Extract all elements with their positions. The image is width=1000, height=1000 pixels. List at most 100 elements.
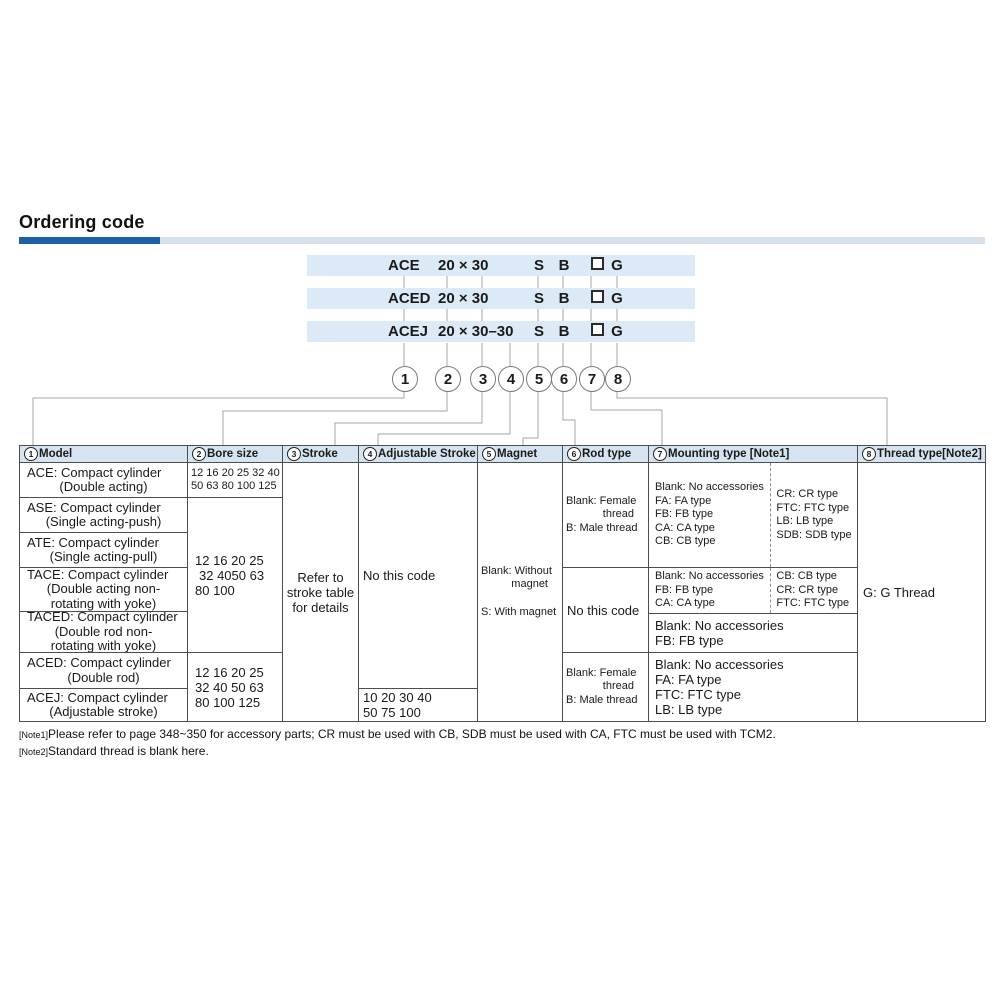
header-label: Adjustable Stroke — [378, 448, 476, 460]
mounting-option: CB: CB type — [776, 570, 837, 583]
circled-digit-icon: 7 — [653, 447, 667, 461]
model-name: TACED: Compact cylinder — [27, 612, 178, 625]
header-label: Thread type[Note2] — [877, 448, 982, 460]
header-label: Stroke — [302, 448, 338, 460]
code-model: ACEJ — [388, 323, 429, 340]
code-thread: G — [611, 257, 623, 274]
header-rod-type: 6 Rod type — [563, 446, 649, 463]
bore-values: 12 16 20 25 32 40 — [191, 466, 280, 479]
title-underline-rule — [160, 237, 985, 244]
mounting-options-right: CR: CR type FTC: FTC type LB: LB type SD… — [770, 463, 857, 567]
header-label: Mounting type [Note1] — [668, 448, 790, 460]
mounting-option: FTC: FTC type — [655, 687, 741, 702]
mounting-option: FTC: FTC type — [776, 501, 850, 514]
position-circle-3: 3 — [470, 366, 496, 392]
note-1: [Note1]Please refer to page 348~350 for … — [19, 727, 776, 741]
circled-digit-icon: 1 — [24, 447, 38, 461]
header-adjustable-stroke: 4 Adjustable Stroke — [359, 446, 478, 463]
position-circle-6: 6 — [551, 366, 577, 392]
mounting-option: FB: FB type — [655, 508, 714, 521]
placeholder-box-icon — [591, 257, 604, 270]
title-underline-accent — [19, 237, 160, 244]
header-model: 1 Model — [20, 446, 188, 463]
bore-values: 32 4050 63 — [199, 567, 265, 583]
note-2: [Note2]Standard thread is blank here. — [19, 744, 209, 758]
mounting-option: FA: FA type — [655, 672, 722, 687]
model-subtype: (Double rod non- — [54, 623, 153, 639]
mounting-option: CR: CR type — [776, 583, 839, 596]
bore-cell-ace: 12 16 20 25 32 40 50 63 80 100 125 — [188, 463, 283, 498]
position-circle-2: 2 — [435, 366, 461, 392]
model-subtype: rotating with yoke) — [50, 638, 157, 653]
magnet-cell: Blank: Without magnet S: With magnet — [478, 463, 563, 721]
page-title: Ordering code — [19, 212, 145, 232]
header-mounting-type: 7 Mounting type [Note1] — [649, 446, 858, 463]
mounting-cell-a: Blank: No accessories FA: FA type FB: FB… — [649, 463, 858, 568]
adjustable-values: 10 20 30 40 — [363, 690, 432, 705]
adjustable-stroke-text: No this code — [363, 568, 436, 583]
stroke-text: for details — [292, 599, 349, 615]
note-label: [Note2] — [19, 747, 49, 757]
stroke-cell: Refer to stroke table for details — [283, 463, 359, 721]
header-stroke: 3 Stroke — [283, 446, 359, 463]
adjustable-stroke-acej-cell: 10 20 30 40 50 75 100 — [359, 689, 478, 721]
position-circle-8: 8 — [605, 366, 631, 392]
model-cell-ate: ATE: Compact cylinder (Single acting-pul… — [20, 533, 188, 568]
adjustable-stroke-cell: No this code — [359, 463, 478, 689]
mounting-option: CB: CB type — [655, 535, 716, 548]
rod-option: B: Male thread — [566, 693, 638, 706]
circled-digit-icon: 6 — [567, 447, 581, 461]
code-bar-aced: ACED 20 × 30 S B G — [307, 288, 695, 309]
header-label: Model — [39, 448, 73, 460]
code-rod: B — [558, 257, 570, 274]
model-name: ATE: Compact cylinder — [27, 534, 159, 550]
header-label: Bore size — [207, 448, 259, 460]
mounting-option: Blank: No accessories — [655, 481, 764, 494]
mounting-option: CA: CA type — [655, 597, 715, 610]
thread-type-cell: G: G Thread — [858, 463, 985, 721]
bore-values: 50 63 80 100 125 — [191, 480, 277, 492]
placeholder-box-icon — [591, 290, 604, 303]
note-text: Standard thread is blank here. — [48, 744, 209, 758]
model-cell-tace: TACE: Compact cylinder (Double acting no… — [20, 568, 188, 612]
position-circle-7: 7 — [579, 366, 605, 392]
code-magnet: S — [533, 323, 544, 340]
mounting-option: LB: LB type — [655, 702, 723, 717]
model-cell-aced: ACED: Compact cylinder (Double rod) — [20, 653, 188, 689]
code-size: 20 × 30 — [438, 290, 489, 307]
code-magnet: S — [533, 257, 544, 274]
bore-values: 80 100 125 — [195, 694, 261, 710]
connector-lines — [32, 276, 888, 445]
model-subtype: (Double rod) — [67, 669, 140, 685]
model-subtype: (Single acting-push) — [45, 514, 162, 529]
bore-values: 12 16 20 25 — [195, 552, 264, 568]
code-magnet: S — [533, 290, 544, 307]
bore-cell-low: 12 16 20 25 32 40 50 63 80 100 125 — [188, 653, 283, 721]
model-cell-acej: ACEJ: Compact cylinder (Adjustable strok… — [20, 689, 188, 721]
header-magnet: 5 Magnet — [478, 446, 563, 463]
circled-digit-icon: 4 — [363, 447, 377, 461]
mounting-cell-b: Blank: No accessories FB: FB type CA: CA… — [649, 568, 858, 614]
rod-type-cell-bottom: Blank: Female thread B: Male thread — [563, 653, 649, 721]
model-subtype: (Double acting) — [59, 479, 148, 494]
mounting-option: FB: FB type — [655, 583, 714, 596]
mounting-option: Blank: No accessories — [655, 570, 764, 583]
note-label: [Note1] — [19, 730, 49, 740]
magnet-option: magnet — [511, 578, 548, 591]
rod-option: Blank: Female — [566, 494, 637, 507]
circled-digit-icon: 3 — [287, 447, 301, 461]
code-size: 20 × 30–30 — [438, 323, 514, 340]
bore-values: 32 40 50 63 — [195, 679, 264, 695]
model-name: ACEJ: Compact cylinder — [27, 689, 168, 705]
model-name: ASE: Compact cylinder — [27, 499, 161, 515]
rod-option: B: Male thread — [566, 521, 638, 534]
adjustable-values: 50 75 100 — [363, 705, 421, 720]
header-label: Rod type — [582, 448, 632, 460]
thread-option: G: G Thread — [863, 584, 936, 600]
model-subtype: (Adjustable stroke) — [49, 704, 158, 719]
mounting-option: LB: LB type — [776, 515, 834, 527]
mounting-option: FB: FB type — [655, 633, 724, 648]
header-label: Magnet — [497, 448, 538, 460]
model-subtype: (Single acting-pull) — [49, 549, 158, 564]
